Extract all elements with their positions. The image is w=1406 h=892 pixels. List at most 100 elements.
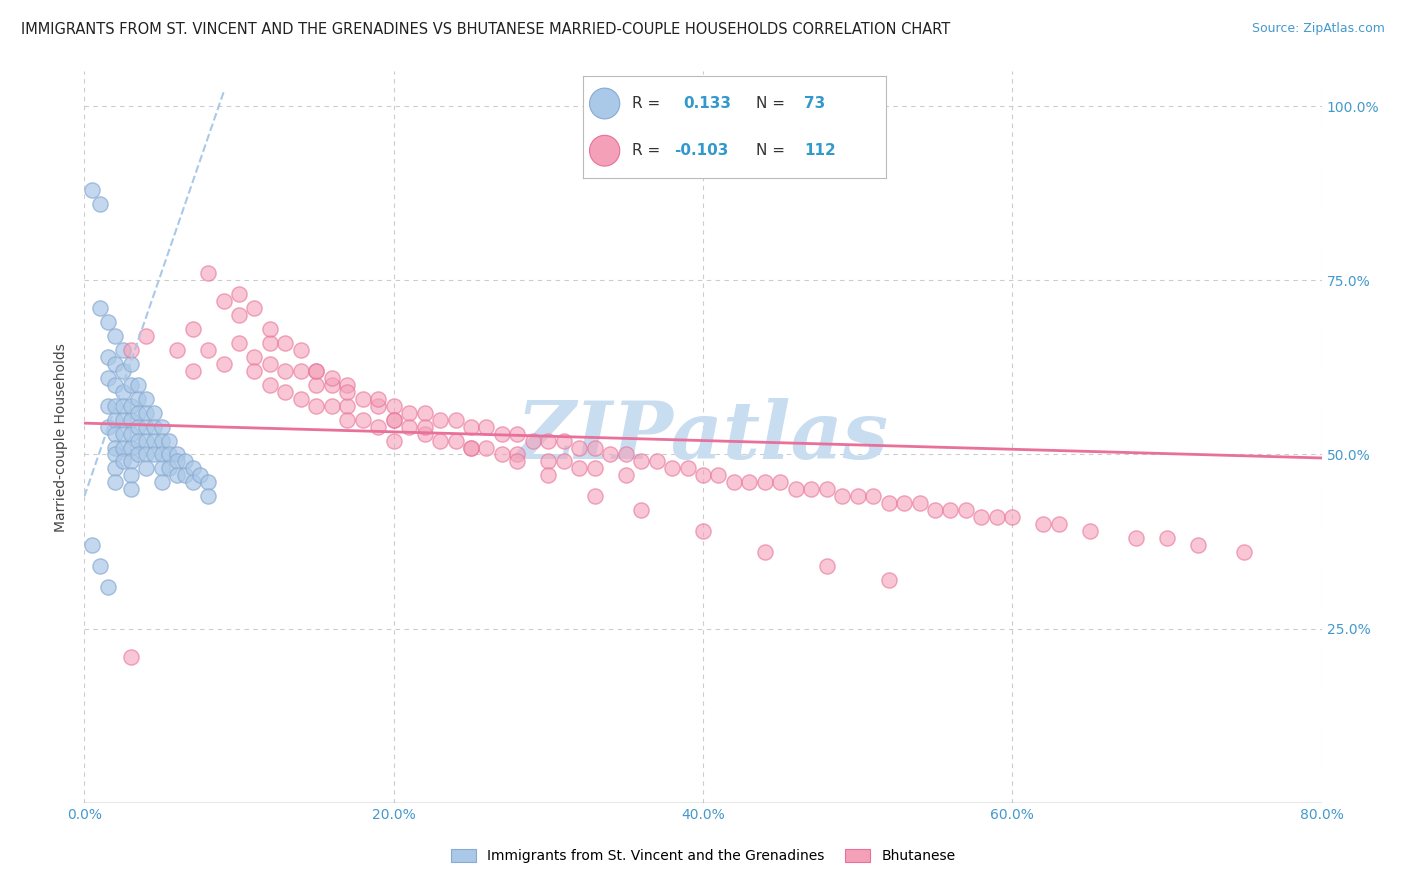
Point <box>112 399 135 413</box>
Point <box>382 412 405 426</box>
Point <box>228 336 250 351</box>
Point <box>908 496 931 510</box>
Point <box>1233 545 1256 559</box>
Point <box>382 434 405 448</box>
Point <box>212 357 235 371</box>
Y-axis label: Married-couple Households: Married-couple Households <box>55 343 69 532</box>
Point <box>336 412 359 426</box>
Point <box>166 468 188 483</box>
Point <box>614 448 637 462</box>
Point <box>112 412 135 426</box>
Point <box>212 294 235 309</box>
Point <box>290 364 312 378</box>
Point <box>1156 531 1178 545</box>
Text: R =: R = <box>631 96 659 111</box>
Point <box>352 392 374 406</box>
Point <box>336 377 359 392</box>
Point <box>290 343 312 357</box>
Point <box>135 419 157 434</box>
Point <box>120 441 142 455</box>
Point <box>630 503 652 517</box>
Point <box>553 454 575 468</box>
Point <box>181 461 204 475</box>
Point <box>104 441 127 455</box>
Point <box>537 468 560 483</box>
Point <box>104 412 127 426</box>
Point <box>104 448 127 462</box>
Point <box>692 468 714 483</box>
Point <box>259 377 281 392</box>
Point <box>143 448 166 462</box>
Point <box>104 399 127 413</box>
Point <box>143 434 166 448</box>
Point <box>120 468 142 483</box>
Point <box>754 475 776 490</box>
Point <box>104 357 127 371</box>
Point <box>537 454 560 468</box>
Text: 0.133: 0.133 <box>683 96 731 111</box>
Point <box>112 384 135 399</box>
Point <box>460 419 482 434</box>
Point <box>166 343 188 357</box>
Point <box>120 483 142 497</box>
Point <box>815 483 838 497</box>
Point <box>159 448 180 462</box>
Point <box>120 412 142 426</box>
Point <box>460 441 482 455</box>
Point <box>583 461 606 475</box>
Point <box>127 377 149 392</box>
Point <box>181 475 204 490</box>
Point <box>305 364 328 378</box>
Legend: Immigrants from St. Vincent and the Grenadines, Bhutanese: Immigrants from St. Vincent and the Gren… <box>446 844 960 869</box>
Point <box>367 399 389 413</box>
Point <box>522 434 544 448</box>
Point <box>120 343 142 357</box>
Point <box>382 412 405 426</box>
Point <box>120 399 142 413</box>
Point <box>112 343 135 357</box>
Text: IMMIGRANTS FROM ST. VINCENT AND THE GRENADINES VS BHUTANESE MARRIED-COUPLE HOUSE: IMMIGRANTS FROM ST. VINCENT AND THE GREN… <box>21 22 950 37</box>
Point <box>491 426 513 441</box>
Point <box>96 580 118 594</box>
Point <box>785 483 807 497</box>
Ellipse shape <box>589 136 620 166</box>
Point <box>150 419 173 434</box>
Point <box>1125 531 1147 545</box>
Point <box>104 475 127 490</box>
Point <box>398 406 420 420</box>
Point <box>1047 517 1070 532</box>
Point <box>305 364 328 378</box>
Point <box>893 496 915 510</box>
Point <box>104 461 127 475</box>
Point <box>143 419 166 434</box>
Point <box>676 461 699 475</box>
Text: Source: ZipAtlas.com: Source: ZipAtlas.com <box>1251 22 1385 36</box>
Point <box>1001 510 1024 524</box>
Point <box>429 412 451 426</box>
Point <box>614 468 637 483</box>
Point <box>135 406 157 420</box>
Point <box>367 419 389 434</box>
Point <box>769 475 792 490</box>
Point <box>321 399 343 413</box>
Point <box>112 364 135 378</box>
Point <box>104 329 127 343</box>
Point <box>336 399 359 413</box>
Point <box>939 503 962 517</box>
Point <box>336 384 359 399</box>
Point <box>197 475 219 490</box>
Text: N =: N = <box>756 96 785 111</box>
Point <box>150 475 173 490</box>
Point <box>1078 524 1101 538</box>
Text: N =: N = <box>756 144 785 158</box>
Point <box>568 461 591 475</box>
Point <box>491 448 513 462</box>
Point <box>120 649 142 664</box>
Point <box>444 412 467 426</box>
Point <box>506 426 529 441</box>
Point <box>181 322 204 336</box>
Point <box>120 454 142 468</box>
Point <box>82 183 104 197</box>
Point <box>413 426 436 441</box>
Point <box>986 510 1008 524</box>
